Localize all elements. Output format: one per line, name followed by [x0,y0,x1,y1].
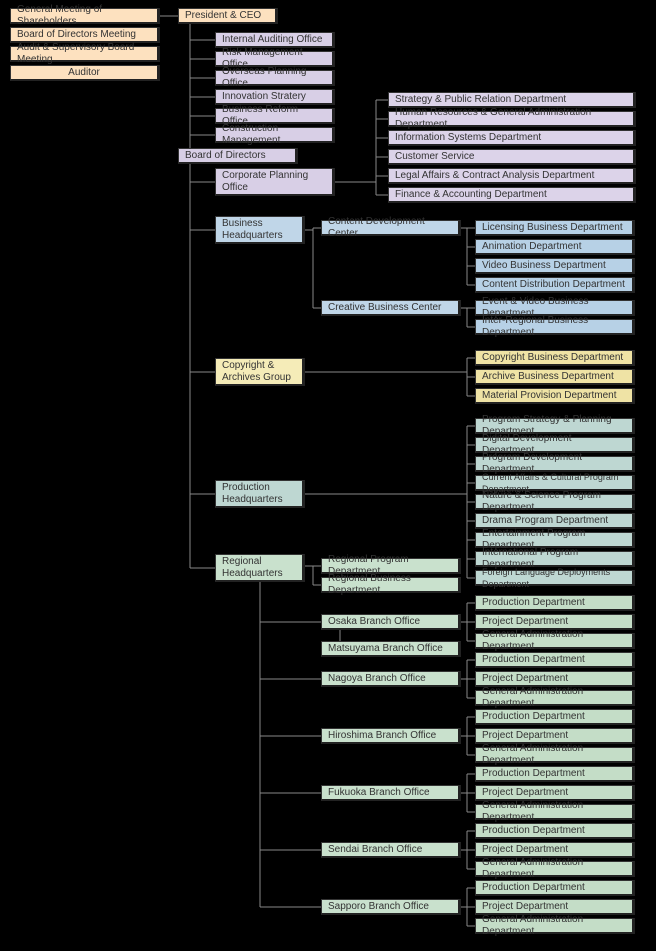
node-cdd: Content Distribution Department [475,277,635,293]
node-cag: Copyright & Archives Group [215,358,305,386]
node-f-pd: Production Department [475,766,635,782]
node-h-ga: General Administration Department [475,747,635,763]
node-hbo: Hiroshima Branch Office [321,728,461,744]
node-s-pd: Production Department [475,823,635,839]
node-nbo: Nagoya Branch Office [321,671,461,687]
node-gm: General Meeting of Shareholders [10,8,160,24]
node-fad: Finance & Accounting Department [388,187,636,203]
node-rbd: Regional Business Department [321,577,461,593]
node-and: Animation Department [475,239,635,255]
node-sp-pd: Production Department [475,880,635,896]
node-spb: Sapporo Branch Office [321,899,461,915]
node-lbd: Licensing Business Department [475,220,635,236]
node-f-ga: General Administration Department [475,804,635,820]
node-aud: Auditor [10,65,160,81]
node-irb: Inter-Regional Business Department [475,319,635,335]
node-bhq: Business Headquarters [215,216,305,244]
node-asb: Audit & Supervisory Board Meeting [10,46,160,62]
node-cpo: Corporate Planning Office [215,168,335,196]
node-o-ga: General Administration Department [475,633,635,649]
node-cbc: Creative Business Center [321,300,461,316]
node-s-ga: General Administration Department [475,861,635,877]
node-sbo: Sendai Branch Office [321,842,461,858]
node-ceo: President & CEO [178,8,278,24]
node-cdc: Content Development Center [321,220,461,236]
node-cbd: Copyright Business Department [475,350,635,366]
node-isd: Information Systems Department [388,130,636,146]
node-rhq: Regional Headquarters [215,554,305,582]
node-opo: Overseas Planning Office [215,70,335,86]
node-bod: Board of Directors [178,148,298,164]
node-cs: Customer Service [388,149,636,165]
node-cmg: Construction Management [215,127,335,143]
node-hra: Human Resources & General Administration… [388,111,636,127]
node-abd: Archive Business Department [475,369,635,385]
node-phq: Production Headquarters [215,480,305,508]
node-mpd: Material Provision Department [475,388,635,404]
node-sp-ga: General Administration Department [475,918,635,934]
node-n-ga: General Administration Department [475,690,635,706]
node-mbo: Matsuyama Branch Office [321,641,461,657]
node-nsp: Nature & Science Program Department [475,494,635,510]
node-fbo: Fukuoka Branch Office [321,785,461,801]
node-osb: Osaka Branch Office [321,614,461,630]
node-fld: Foreign Language Deployments Department [475,570,635,586]
node-n-pd: Production Department [475,652,635,668]
node-lac: Legal Affairs & Contract Analysis Depart… [388,168,636,184]
node-vbd: Video Business Department [475,258,635,274]
node-h-pd: Production Department [475,709,635,725]
node-o-pd: Production Department [475,595,635,611]
